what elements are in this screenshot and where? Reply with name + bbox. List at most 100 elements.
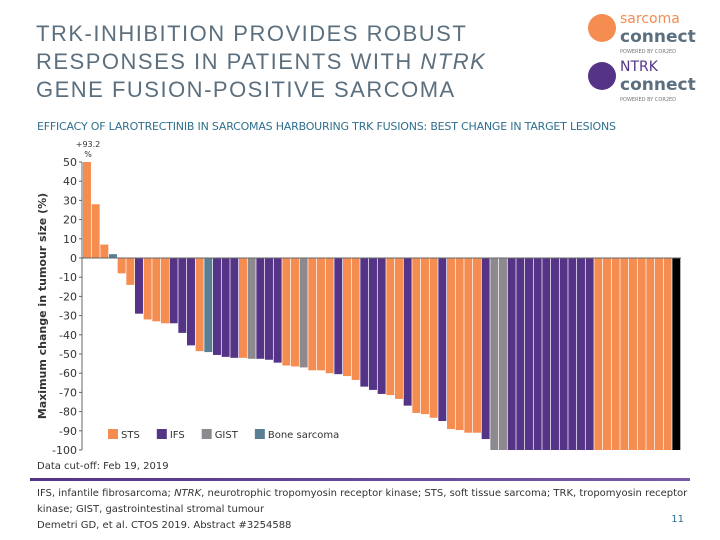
- ntrk-connect-logo: NTRK connect POWERED BY COR2ED: [588, 60, 718, 104]
- bar: [655, 258, 663, 450]
- logo-text: NTRK: [620, 59, 658, 75]
- bar: [429, 258, 438, 418]
- bar: [568, 258, 577, 450]
- y-tick-label: -90: [59, 425, 77, 438]
- logo-powered: POWERED BY COR2ED: [620, 97, 677, 103]
- y-tick-label: -10: [59, 271, 77, 284]
- bar: [438, 258, 447, 422]
- legend-label: IFS: [170, 430, 185, 441]
- bar: [204, 258, 213, 353]
- legend-swatch: [156, 429, 167, 439]
- y-tick-label: -40: [59, 329, 77, 342]
- legend-label: GIST: [215, 430, 239, 441]
- title-text: RESPONSES IN PATIENTS WITH: [36, 49, 421, 74]
- data-cutoff: Data cut-off: Feb 19, 2019: [37, 461, 169, 472]
- footer-divider: [30, 478, 690, 481]
- fn-text: IFS, infantile fibrosarcoma;: [37, 488, 175, 499]
- bar: [100, 244, 109, 258]
- bar: [403, 258, 412, 406]
- bar: [603, 258, 611, 450]
- bar: [490, 258, 499, 450]
- y-tick-label: -50: [59, 348, 77, 361]
- bar: [559, 258, 568, 450]
- y-axis-label: Maximum change in tumour size (%): [36, 193, 49, 419]
- bar: [83, 162, 91, 258]
- bar: [637, 258, 646, 450]
- y-tick-label: 10: [63, 233, 77, 246]
- bar: [334, 258, 343, 375]
- bar: [620, 258, 629, 450]
- y-tick-label: -80: [59, 406, 77, 419]
- bar: [473, 258, 481, 433]
- bar: [421, 258, 429, 415]
- bar: [499, 258, 507, 450]
- bar: [187, 258, 195, 346]
- bar: [611, 258, 620, 450]
- bar: [178, 258, 187, 333]
- bar: [126, 258, 135, 285]
- bar: [646, 258, 655, 450]
- bar: [91, 204, 100, 258]
- bar: [481, 258, 490, 440]
- bar: [117, 258, 126, 274]
- bar: [109, 254, 117, 258]
- y-tick-label: 30: [63, 194, 77, 207]
- y-tick-label: -20: [59, 290, 77, 303]
- bar: [533, 258, 542, 450]
- bar: [230, 258, 239, 358]
- bar: [585, 258, 594, 450]
- bar: [629, 258, 637, 450]
- bar: [152, 258, 161, 322]
- logo-text: connect: [620, 27, 696, 47]
- y-tick-label: -70: [59, 386, 77, 399]
- bar: [395, 258, 403, 399]
- bar: [299, 258, 308, 368]
- page-number: 11: [671, 514, 684, 525]
- legend-label: STS: [121, 430, 140, 441]
- footnote: IFS, infantile fibrosarcoma; NTRK, neuro…: [37, 486, 687, 534]
- bar: [317, 258, 325, 371]
- bar: [256, 258, 265, 359]
- slide-title: TRK-INHIBITION PROVIDES ROBUST RESPONSES…: [36, 20, 556, 104]
- footnote-line: kinase; GIST, gastrointestinal stromal t…: [37, 504, 265, 515]
- bar: [447, 258, 455, 430]
- bar: [273, 258, 282, 363]
- bar: [265, 258, 273, 360]
- bar: [377, 258, 386, 394]
- bar: [291, 258, 299, 367]
- bar: [351, 258, 360, 380]
- logo-text: sarcoma: [620, 11, 680, 27]
- data-label: +93.2: [76, 140, 101, 149]
- title-italic: NTRK: [420, 49, 487, 74]
- sarcoma-logo-icon: [588, 14, 616, 42]
- bar: [525, 258, 533, 450]
- bar: [247, 258, 256, 359]
- bar: [143, 258, 152, 320]
- sarcoma-connect-logo: sarcoma connect POWERED BY COR2ED: [588, 12, 718, 56]
- bar: [464, 258, 473, 433]
- bar: [343, 258, 351, 377]
- bar: [507, 258, 516, 450]
- bar: [360, 258, 369, 387]
- bar: [169, 258, 178, 324]
- bar: [386, 258, 395, 396]
- logo-powered: POWERED BY COR2ED: [620, 49, 677, 55]
- bar: [135, 258, 143, 314]
- bar: [195, 258, 204, 352]
- title-line: TRK-INHIBITION PROVIDES ROBUST: [36, 21, 468, 46]
- legend-swatch: [201, 429, 212, 439]
- bar: [455, 258, 464, 431]
- legend-label: Bone sarcoma: [268, 430, 339, 441]
- y-tick-label: -60: [59, 367, 77, 380]
- legend-swatch: [108, 429, 118, 439]
- bar: [412, 258, 421, 413]
- chart-subtitle: EFFICACY OF LAROTRECTINIB IN SARCOMAS HA…: [37, 120, 616, 133]
- bar: [282, 258, 291, 366]
- title-line: RESPONSES IN PATIENTS WITH NTRK: [36, 48, 556, 76]
- title-line: GENE FUSION-POSITIVE SARCOMA: [36, 77, 456, 102]
- bar: [551, 258, 559, 450]
- bar: [161, 258, 169, 324]
- fn-text: NTRK: [174, 488, 202, 499]
- bar: [221, 258, 230, 357]
